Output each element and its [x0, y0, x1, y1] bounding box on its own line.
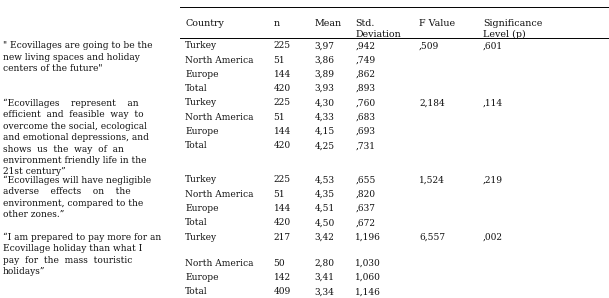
Text: North America: North America — [185, 190, 253, 199]
Text: 51: 51 — [273, 190, 285, 199]
Text: Turkey: Turkey — [185, 176, 217, 184]
Text: ,219: ,219 — [483, 176, 503, 184]
Text: 3,93: 3,93 — [314, 84, 334, 93]
Text: ,862: ,862 — [356, 70, 375, 79]
Text: F Value: F Value — [419, 19, 456, 28]
Text: 3,86: 3,86 — [314, 55, 334, 65]
Text: 225: 225 — [273, 41, 290, 50]
Text: 2,184: 2,184 — [419, 98, 445, 108]
Text: ,942: ,942 — [356, 41, 375, 50]
Text: 4,50: 4,50 — [314, 218, 335, 227]
Text: 2,80: 2,80 — [314, 259, 334, 268]
Text: 142: 142 — [273, 273, 290, 282]
Text: North America: North America — [185, 259, 253, 268]
Text: 1,060: 1,060 — [356, 273, 381, 282]
Text: 4,51: 4,51 — [314, 204, 335, 213]
Text: ,693: ,693 — [356, 127, 375, 136]
Text: 51: 51 — [273, 55, 285, 65]
Text: ,655: ,655 — [356, 176, 376, 184]
Text: 3,42: 3,42 — [314, 233, 334, 242]
Text: 420: 420 — [273, 84, 290, 93]
Text: 4,53: 4,53 — [314, 176, 334, 184]
Text: 4,15: 4,15 — [314, 127, 335, 136]
Text: 225: 225 — [273, 176, 290, 184]
Text: Turkey: Turkey — [185, 41, 217, 50]
Text: 1,030: 1,030 — [356, 259, 381, 268]
Text: ,683: ,683 — [356, 113, 375, 122]
Text: ,637: ,637 — [356, 204, 375, 213]
Text: Total: Total — [185, 218, 208, 227]
Text: 144: 144 — [273, 70, 291, 79]
Text: Country: Country — [185, 19, 224, 28]
Text: North America: North America — [185, 55, 253, 65]
Text: 409: 409 — [273, 287, 291, 296]
Text: 420: 420 — [273, 218, 290, 227]
Text: North America: North America — [185, 113, 253, 122]
Text: Std.
Deviation: Std. Deviation — [356, 19, 401, 39]
Text: 4,25: 4,25 — [314, 141, 334, 150]
Text: 144: 144 — [273, 204, 291, 213]
Text: Europe: Europe — [185, 127, 219, 136]
Text: 4,33: 4,33 — [314, 113, 334, 122]
Text: 3,97: 3,97 — [314, 41, 334, 50]
Text: 420: 420 — [273, 141, 290, 150]
Text: ,893: ,893 — [356, 84, 375, 93]
Text: Total: Total — [185, 287, 208, 296]
Text: Europe: Europe — [185, 204, 219, 213]
Text: “Ecovillages    represent    an
efficient  and  feasible  way  to
overcome the s: “Ecovillages represent an efficient and … — [3, 98, 149, 176]
Text: 1,524: 1,524 — [419, 176, 445, 184]
Text: “Ecovillages will have negligible
adverse    effects    on    the
environment, c: “Ecovillages will have negligible advers… — [3, 176, 151, 219]
Text: ,114: ,114 — [483, 98, 503, 108]
Text: ,820: ,820 — [356, 190, 375, 199]
Text: Europe: Europe — [185, 273, 219, 282]
Text: 6,557: 6,557 — [419, 233, 445, 242]
Text: 50: 50 — [273, 259, 285, 268]
Text: Turkey: Turkey — [185, 233, 217, 242]
Text: ,002: ,002 — [483, 233, 503, 242]
Text: Total: Total — [185, 84, 208, 93]
Text: 1,196: 1,196 — [356, 233, 381, 242]
Text: Significance
Level (p): Significance Level (p) — [483, 19, 542, 39]
Text: Turkey: Turkey — [185, 98, 217, 108]
Text: 225: 225 — [273, 98, 290, 108]
Text: 217: 217 — [273, 233, 290, 242]
Text: ,509: ,509 — [419, 41, 439, 50]
Text: 3,41: 3,41 — [314, 273, 334, 282]
Text: Total: Total — [185, 141, 208, 150]
Text: 4,30: 4,30 — [314, 98, 334, 108]
Text: 51: 51 — [273, 113, 285, 122]
Text: ,731: ,731 — [356, 141, 375, 150]
Text: ,760: ,760 — [356, 98, 376, 108]
Text: Mean: Mean — [314, 19, 342, 28]
Text: “I am prepared to pay more for an
Ecovillage holiday than what I
pay  for  the  : “I am prepared to pay more for an Ecovil… — [3, 233, 161, 276]
Text: 1,146: 1,146 — [356, 287, 381, 296]
Text: " Ecovillages are going to be the
new living spaces and holiday
centers of the f: " Ecovillages are going to be the new li… — [3, 41, 152, 73]
Text: 3,34: 3,34 — [314, 287, 334, 296]
Text: 3,89: 3,89 — [314, 70, 334, 79]
Text: ,672: ,672 — [356, 218, 375, 227]
Text: ,601: ,601 — [483, 41, 503, 50]
Text: ,749: ,749 — [356, 55, 376, 65]
Text: 4,35: 4,35 — [314, 190, 334, 199]
Text: 144: 144 — [273, 127, 291, 136]
Text: n: n — [273, 19, 280, 28]
Text: Europe: Europe — [185, 70, 219, 79]
